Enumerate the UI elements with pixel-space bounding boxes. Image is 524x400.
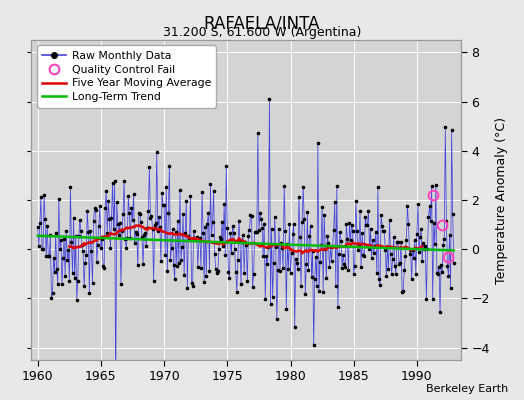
Text: Berkeley Earth: Berkeley Earth [426, 384, 508, 394]
Text: RAFAELA/INTA: RAFAELA/INTA [204, 14, 320, 32]
Text: 31.200 S, 61.600 W (Argentina): 31.200 S, 61.600 W (Argentina) [163, 26, 361, 39]
Legend: Raw Monthly Data, Quality Control Fail, Five Year Moving Average, Long-Term Tren: Raw Monthly Data, Quality Control Fail, … [37, 46, 216, 108]
Y-axis label: Temperature Anomaly (°C): Temperature Anomaly (°C) [496, 116, 508, 284]
